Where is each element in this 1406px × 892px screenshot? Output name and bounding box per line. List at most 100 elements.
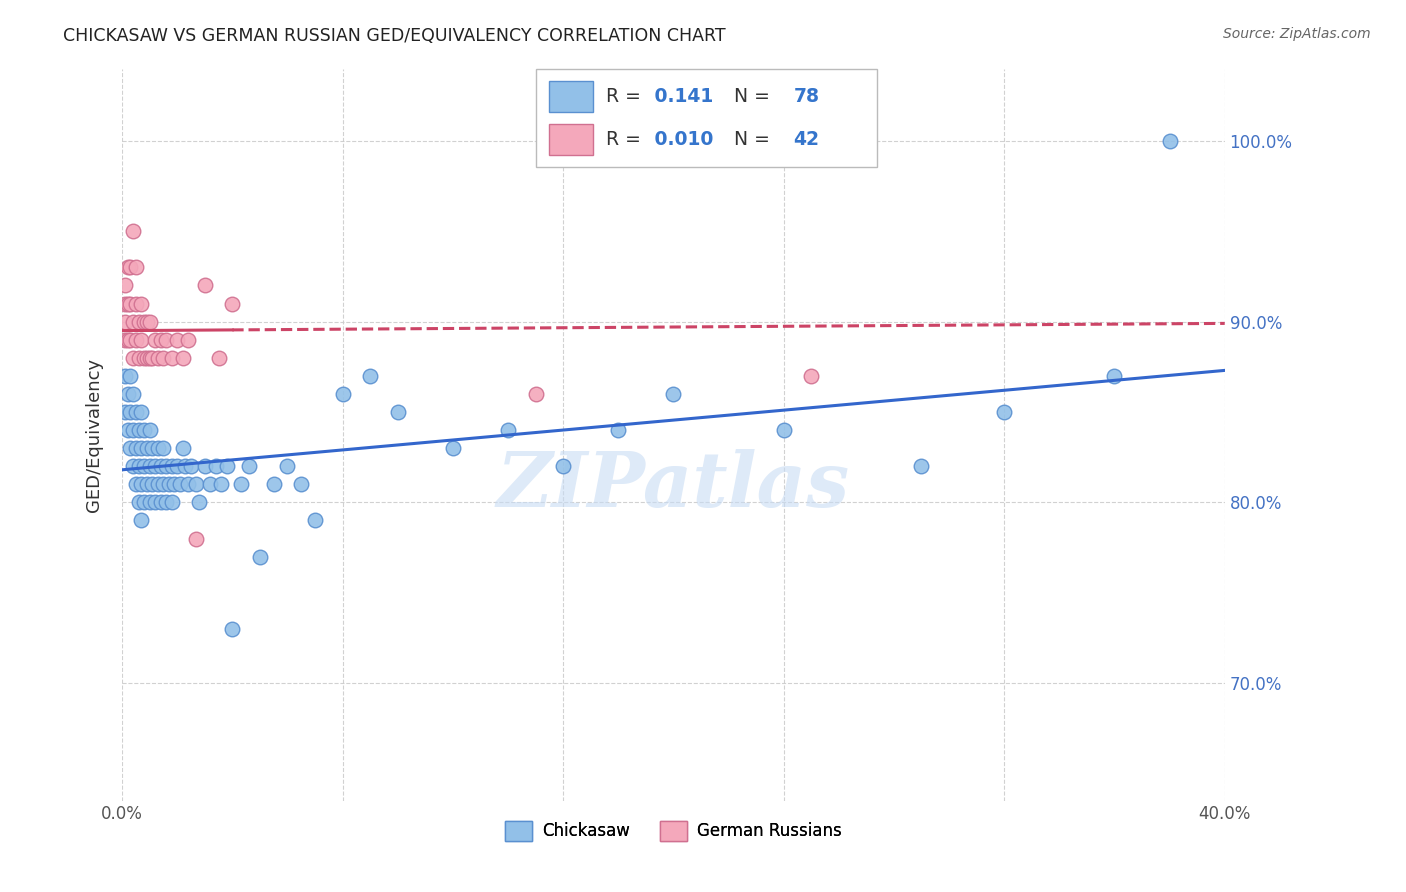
Point bbox=[155, 333, 177, 347]
Point bbox=[177, 333, 200, 347]
Point bbox=[800, 368, 823, 383]
Point bbox=[169, 477, 191, 491]
Point bbox=[160, 351, 183, 365]
Point bbox=[441, 441, 464, 455]
Point bbox=[117, 423, 139, 437]
Point bbox=[524, 387, 547, 401]
Point bbox=[160, 459, 183, 474]
Point bbox=[152, 441, 174, 455]
Point bbox=[132, 423, 155, 437]
Text: ZIPatlas: ZIPatlas bbox=[496, 449, 851, 523]
Point bbox=[172, 351, 194, 365]
Point bbox=[186, 477, 208, 491]
Point bbox=[135, 477, 157, 491]
Text: 0.010: 0.010 bbox=[648, 130, 713, 149]
Point bbox=[132, 315, 155, 329]
Point bbox=[125, 477, 148, 491]
Point bbox=[149, 333, 172, 347]
FancyBboxPatch shape bbox=[548, 124, 593, 155]
Point bbox=[772, 423, 794, 437]
Point bbox=[180, 459, 202, 474]
Point bbox=[146, 351, 169, 365]
Point bbox=[221, 296, 243, 310]
Point bbox=[146, 441, 169, 455]
Point bbox=[166, 459, 188, 474]
Point bbox=[125, 296, 148, 310]
Point bbox=[152, 477, 174, 491]
Point bbox=[122, 423, 145, 437]
Point bbox=[128, 459, 150, 474]
Point bbox=[143, 459, 166, 474]
Text: 0.141: 0.141 bbox=[648, 87, 713, 106]
Point bbox=[993, 405, 1015, 419]
Point bbox=[332, 387, 354, 401]
Text: N =: N = bbox=[721, 87, 776, 106]
Point bbox=[304, 513, 326, 527]
Point bbox=[141, 477, 163, 491]
Point bbox=[122, 387, 145, 401]
Point bbox=[114, 368, 136, 383]
Point bbox=[177, 477, 200, 491]
Point bbox=[131, 333, 153, 347]
Point bbox=[114, 315, 136, 329]
Point bbox=[117, 296, 139, 310]
Point bbox=[160, 495, 183, 509]
Point bbox=[172, 441, 194, 455]
Point bbox=[120, 260, 142, 275]
Point bbox=[114, 405, 136, 419]
Point bbox=[131, 513, 153, 527]
Point bbox=[276, 459, 298, 474]
Point bbox=[135, 351, 157, 365]
Point bbox=[143, 333, 166, 347]
Point bbox=[125, 441, 148, 455]
Point bbox=[1104, 368, 1126, 383]
Point bbox=[131, 441, 153, 455]
Point bbox=[186, 532, 208, 546]
Point bbox=[131, 296, 153, 310]
Point bbox=[238, 459, 260, 474]
Point bbox=[155, 495, 177, 509]
Point bbox=[166, 333, 188, 347]
Point bbox=[163, 477, 186, 491]
Point bbox=[143, 495, 166, 509]
Point bbox=[138, 423, 160, 437]
Point bbox=[128, 423, 150, 437]
Point bbox=[155, 459, 177, 474]
Point bbox=[114, 296, 136, 310]
Point bbox=[122, 351, 145, 365]
Point bbox=[132, 351, 155, 365]
Point bbox=[131, 405, 153, 419]
Y-axis label: GED/Equivalency: GED/Equivalency bbox=[86, 358, 103, 512]
Point bbox=[146, 477, 169, 491]
Point bbox=[120, 405, 142, 419]
Point bbox=[209, 477, 232, 491]
Point bbox=[117, 333, 139, 347]
Point bbox=[120, 333, 142, 347]
Point bbox=[122, 459, 145, 474]
Point bbox=[910, 459, 932, 474]
Point bbox=[141, 351, 163, 365]
Point bbox=[128, 315, 150, 329]
Text: CHICKASAW VS GERMAN RUSSIAN GED/EQUIVALENCY CORRELATION CHART: CHICKASAW VS GERMAN RUSSIAN GED/EQUIVALE… bbox=[63, 27, 725, 45]
Point bbox=[157, 477, 180, 491]
FancyBboxPatch shape bbox=[548, 81, 593, 112]
Point bbox=[128, 351, 150, 365]
Legend: Chickasaw, German Russians: Chickasaw, German Russians bbox=[499, 814, 848, 847]
Point bbox=[174, 459, 197, 474]
Point bbox=[152, 351, 174, 365]
Point bbox=[117, 260, 139, 275]
Text: 78: 78 bbox=[793, 87, 820, 106]
Point bbox=[125, 260, 148, 275]
Point bbox=[128, 495, 150, 509]
Point bbox=[138, 351, 160, 365]
Point bbox=[229, 477, 252, 491]
Point bbox=[553, 459, 575, 474]
Point bbox=[149, 495, 172, 509]
Point bbox=[138, 315, 160, 329]
Point bbox=[122, 315, 145, 329]
Point bbox=[125, 333, 148, 347]
FancyBboxPatch shape bbox=[536, 69, 877, 168]
Point bbox=[290, 477, 312, 491]
Point bbox=[122, 224, 145, 238]
Point bbox=[125, 405, 148, 419]
